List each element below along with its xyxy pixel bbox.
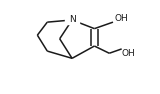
Text: N: N [69, 16, 76, 24]
Text: OH: OH [122, 49, 135, 58]
Text: OH: OH [114, 14, 128, 23]
Bar [65, 17, 79, 24]
